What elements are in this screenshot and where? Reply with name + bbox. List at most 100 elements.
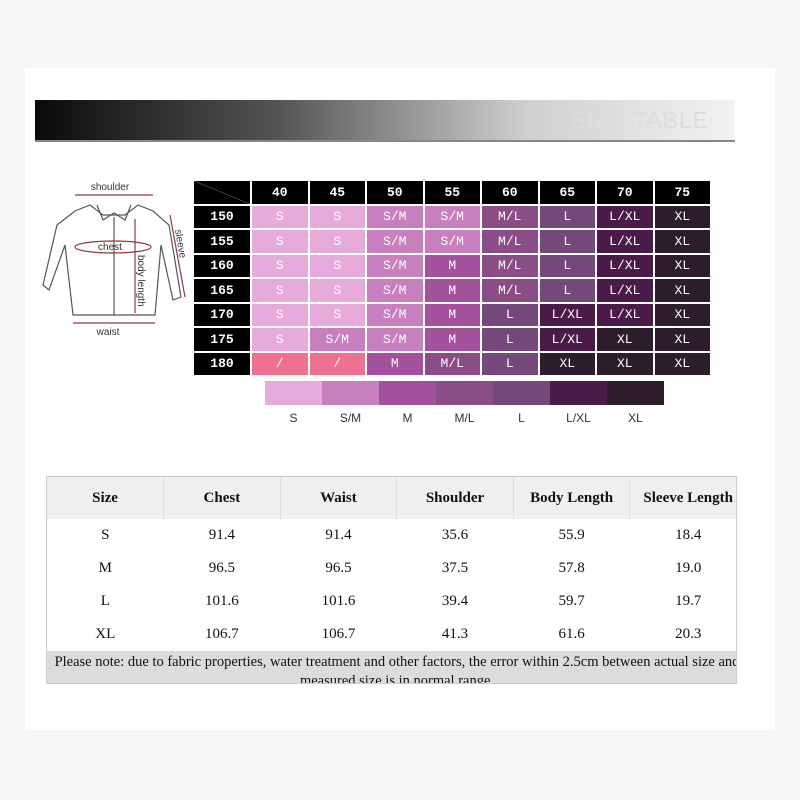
- column-header: 70: [597, 181, 653, 204]
- size-cell: L/XL: [539, 303, 595, 326]
- column-header: 75: [654, 181, 710, 204]
- shirt-diagram: shoulder chest sleeve body length waist: [42, 182, 188, 338]
- column-header: 55: [424, 181, 480, 204]
- legend-item: M/L: [436, 381, 493, 425]
- legend-swatch: [436, 381, 493, 405]
- size-cell: L/XL: [539, 328, 595, 351]
- legend-label: L: [518, 411, 525, 425]
- table-row: S 91.4 91.4 35.6 55.9 18.4: [47, 519, 736, 552]
- table-cell: 18.4: [675, 527, 702, 543]
- size-cell: S: [309, 230, 365, 253]
- table-cell: 91.4: [325, 527, 352, 543]
- size-cell: S/M: [367, 328, 423, 351]
- measurement-table: Size Chest Waist Shoulder Body Length Sleeve …: [46, 476, 737, 684]
- size-cell: XL: [654, 303, 710, 326]
- legend-swatch: [322, 381, 379, 405]
- legend: S S/M M M/L L L/XL XL: [265, 381, 664, 425]
- table-cell: 37.5: [441, 560, 469, 576]
- legend-swatch: [265, 381, 322, 405]
- row-header: 175: [194, 328, 250, 351]
- size-cell: S: [252, 303, 308, 326]
- header-title: SIZE TABLE: [570, 107, 709, 133]
- size-cell: XL: [654, 352, 710, 375]
- table-cell: 101.6: [204, 593, 239, 609]
- size-cell: /: [309, 352, 365, 375]
- size-cell: M/L: [424, 352, 480, 375]
- column-header: 40: [252, 181, 308, 204]
- size-cell: S/M: [367, 303, 423, 326]
- column-header: 45: [309, 181, 365, 204]
- table-cell: 19.7: [675, 593, 702, 609]
- legend-item: L: [493, 381, 550, 425]
- size-cell: L: [539, 205, 595, 228]
- size-cell: M/L: [482, 279, 538, 302]
- size-cell: M/L: [482, 230, 538, 253]
- legend-label: S/M: [339, 411, 362, 425]
- table-row: XL 106.7 106.7 41.3 61.6 20.3: [47, 618, 736, 651]
- table-cell: 106.7: [204, 626, 239, 642]
- size-cell: L: [482, 303, 538, 326]
- size-cell: /: [252, 352, 308, 375]
- size-cell: M: [424, 328, 480, 351]
- legend-item: M: [379, 381, 436, 425]
- legend-label: M: [402, 411, 413, 425]
- table-cell: L: [100, 593, 110, 609]
- size-cell: M: [424, 279, 480, 302]
- row-header: 170: [194, 303, 250, 326]
- size-cell: XL: [654, 328, 710, 351]
- size-cell: L: [482, 328, 538, 351]
- size-cell: S/M: [367, 205, 423, 228]
- size-cell: S: [252, 328, 308, 351]
- size-cell: XL: [539, 352, 595, 375]
- size-cell: L/XL: [597, 205, 653, 228]
- size-cell: XL: [597, 352, 653, 375]
- size-cell: L: [482, 352, 538, 375]
- legend-label: XL: [628, 411, 643, 425]
- table-cell: 20.3: [675, 626, 702, 642]
- legend-swatch: [379, 381, 436, 405]
- size-cell: M/L: [482, 205, 538, 228]
- size-cell: S: [252, 205, 308, 228]
- legend-swatch: [550, 381, 607, 405]
- size-cell: M: [424, 254, 480, 277]
- table-cell: 39.4: [441, 593, 469, 609]
- legend-swatch: [607, 381, 664, 405]
- size-cell: S/M: [367, 279, 423, 302]
- header-bar: SIZE TABLE: [35, 100, 735, 142]
- size-cell: M: [424, 303, 480, 326]
- table-cell: M: [98, 560, 112, 576]
- size-cell: XL: [654, 230, 710, 253]
- size-cell: XL: [654, 254, 710, 277]
- diagram-label: shoulder: [91, 182, 130, 193]
- column-header: 60: [482, 181, 538, 204]
- legend-swatch: [493, 381, 550, 405]
- size-cell: L/XL: [597, 254, 653, 277]
- size-cell: S/M: [424, 205, 480, 228]
- size-cell: S: [309, 303, 365, 326]
- size-cell: S: [252, 230, 308, 253]
- size-cell: L: [539, 254, 595, 277]
- size-cell: L/XL: [597, 230, 653, 253]
- size-cell: S: [252, 279, 308, 302]
- row-header: 155: [194, 230, 250, 253]
- table-cell: XL: [95, 626, 116, 642]
- diagram-label: sleeve: [172, 229, 188, 260]
- size-cell: M/L: [482, 254, 538, 277]
- table-cell: S: [101, 527, 110, 543]
- column-header: Sleeve Length: [629, 477, 736, 519]
- size-cell: M: [367, 352, 423, 375]
- table-cell: 41.3: [441, 626, 469, 642]
- corner-cell: [194, 181, 250, 204]
- column-header: Waist: [280, 477, 398, 519]
- size-cell: S/M: [309, 328, 365, 351]
- size-grid: 40 45 50 55 60 65 70 75 150 S S S/M S/M M/L L L/XL XL 155…: [194, 181, 710, 375]
- table-cell: 96.5: [325, 560, 352, 576]
- diagram-label: chest: [98, 242, 122, 253]
- column-header: Size: [47, 477, 165, 519]
- table-cell: 101.6: [321, 593, 356, 609]
- size-cell: S: [252, 254, 308, 277]
- table-cell: 57.8: [558, 560, 585, 576]
- note: Please note: due to fabric properties, w…: [47, 651, 736, 683]
- size-cell: L: [539, 230, 595, 253]
